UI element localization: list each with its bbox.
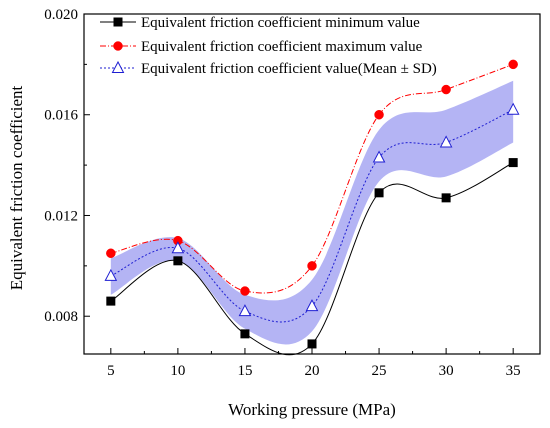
y-tick-label: 0.012 [44, 208, 78, 224]
point-mean [104, 268, 118, 281]
legend-marker-maximum [113, 41, 123, 51]
point-mean [305, 299, 319, 312]
point-minimum [374, 188, 384, 198]
legend-label: Equivalent friction coefficient value(Me… [141, 61, 437, 77]
x-tick-label: 35 [506, 363, 521, 379]
point-maximum [307, 261, 317, 271]
y-tick-label: 0.008 [44, 309, 78, 325]
point-mean [171, 241, 185, 254]
x-tick-label: 15 [237, 363, 252, 379]
legend-marker-mean [111, 60, 125, 73]
x-axis-label: Working pressure (MPa) [228, 400, 396, 419]
point-mean [238, 304, 252, 317]
point-minimum [240, 329, 250, 339]
point-minimum [441, 193, 451, 203]
point-mean [439, 135, 453, 148]
y-tick-label: 0.020 [44, 7, 78, 23]
point-minimum [508, 158, 518, 168]
point-minimum [106, 296, 116, 306]
point-maximum [374, 109, 384, 120]
point-maximum [106, 248, 116, 259]
point-maximum [240, 286, 250, 296]
x-tick-label: 30 [439, 363, 454, 379]
series-line-mean [110, 109, 514, 323]
y-tick-label: 0.016 [44, 108, 78, 124]
axis-ticks: 5 10 15 20 25 30 35 0.008 0.012 0.016 0.020 [44, 7, 520, 379]
point-mean [506, 102, 520, 115]
x-tick-label: 20 [305, 363, 320, 379]
x-tick-label: 5 [107, 363, 115, 379]
x-tick-label: 25 [372, 363, 387, 379]
point-minimum [173, 256, 183, 266]
point-mean [372, 150, 386, 163]
point-minimum [307, 339, 317, 349]
series-markers [104, 59, 520, 349]
point-maximum [508, 59, 518, 70]
point-maximum [441, 84, 451, 95]
y-axis-label: Equivalent friction coefficient [7, 85, 26, 290]
legend-marker-minimum [113, 17, 123, 27]
legend-label: Equivalent friction coefficient minimum … [141, 15, 420, 31]
x-tick-label: 10 [170, 363, 185, 379]
legend-label: Equivalent friction coefficient maximum … [141, 39, 423, 55]
legend: Equivalent friction coefficient minimum … [100, 15, 437, 77]
